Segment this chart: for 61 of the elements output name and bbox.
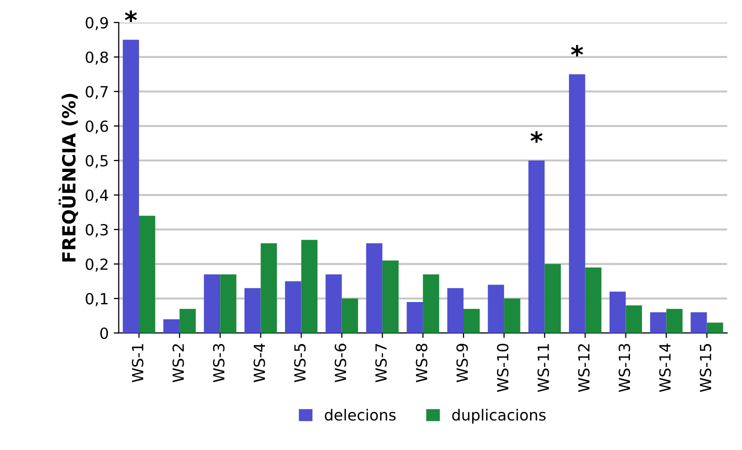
y-tick-label: 0,5 [86,154,108,168]
bar [342,298,358,333]
bar [528,160,545,333]
bar [220,274,236,333]
x-tick-label: WS-1 [132,344,144,382]
y-tick-label: 0,9 [86,16,108,30]
bar [326,274,342,333]
bar [666,308,683,333]
bar [244,288,261,333]
x-tick-label: WS-12 [578,344,590,392]
bar [706,322,724,333]
y-tick-label: 0,4 [86,189,108,203]
bar [285,281,302,333]
bar [610,292,626,333]
bar [301,240,318,333]
bar [650,312,666,333]
x-tick-label: WS-14 [659,344,671,392]
y-tick-label: 0,1 [86,292,108,306]
bar [488,284,504,333]
y-tick-label: 0 [100,327,108,340]
bar [122,40,139,333]
bar [180,308,196,333]
legend-label: duplicacions [452,408,546,424]
bar [544,264,561,333]
bar [204,274,220,333]
bar [382,260,399,333]
x-tick-label: WS-10 [496,344,508,392]
x-tick-label: WS-8 [416,344,428,382]
x-tick-label: WS-13 [618,344,630,392]
x-tick-label: WS-4 [254,344,266,382]
bar [626,305,642,333]
y-axis-title: FREQÜÈNCIA (%) [58,94,78,262]
y-tick-label: 0,3 [86,224,108,238]
x-tick-label: WS-3 [213,344,225,382]
y-tick-label: 0,2 [86,258,108,272]
bar [690,312,707,333]
bar [568,74,586,333]
bar [406,302,423,333]
annotation: * [571,44,584,57]
x-tick-label: WS-2 [172,344,184,382]
bar [422,274,440,333]
x-tick-label: WS-7 [375,344,387,382]
y-tick-label: 0,6 [86,120,108,134]
x-tick-label: WS-15 [700,344,712,392]
x-tick-label: WS-11 [538,344,550,392]
bar [447,288,464,333]
bar [366,243,382,333]
y-tick-label: 0,7 [86,86,108,100]
bar [585,267,602,333]
bar [163,319,180,333]
x-tick-label: WS-9 [456,344,468,382]
annotation: * [124,10,137,22]
bar [260,243,277,333]
x-tick-label: WS-6 [334,344,346,382]
x-tick-label: WS-5 [294,344,306,382]
y-tick-label: 0,8 [86,51,108,65]
bar [504,298,520,333]
bar [464,308,480,333]
legend-label: delecions [324,408,396,421]
annotation: * [530,131,543,143]
bar [139,216,156,333]
